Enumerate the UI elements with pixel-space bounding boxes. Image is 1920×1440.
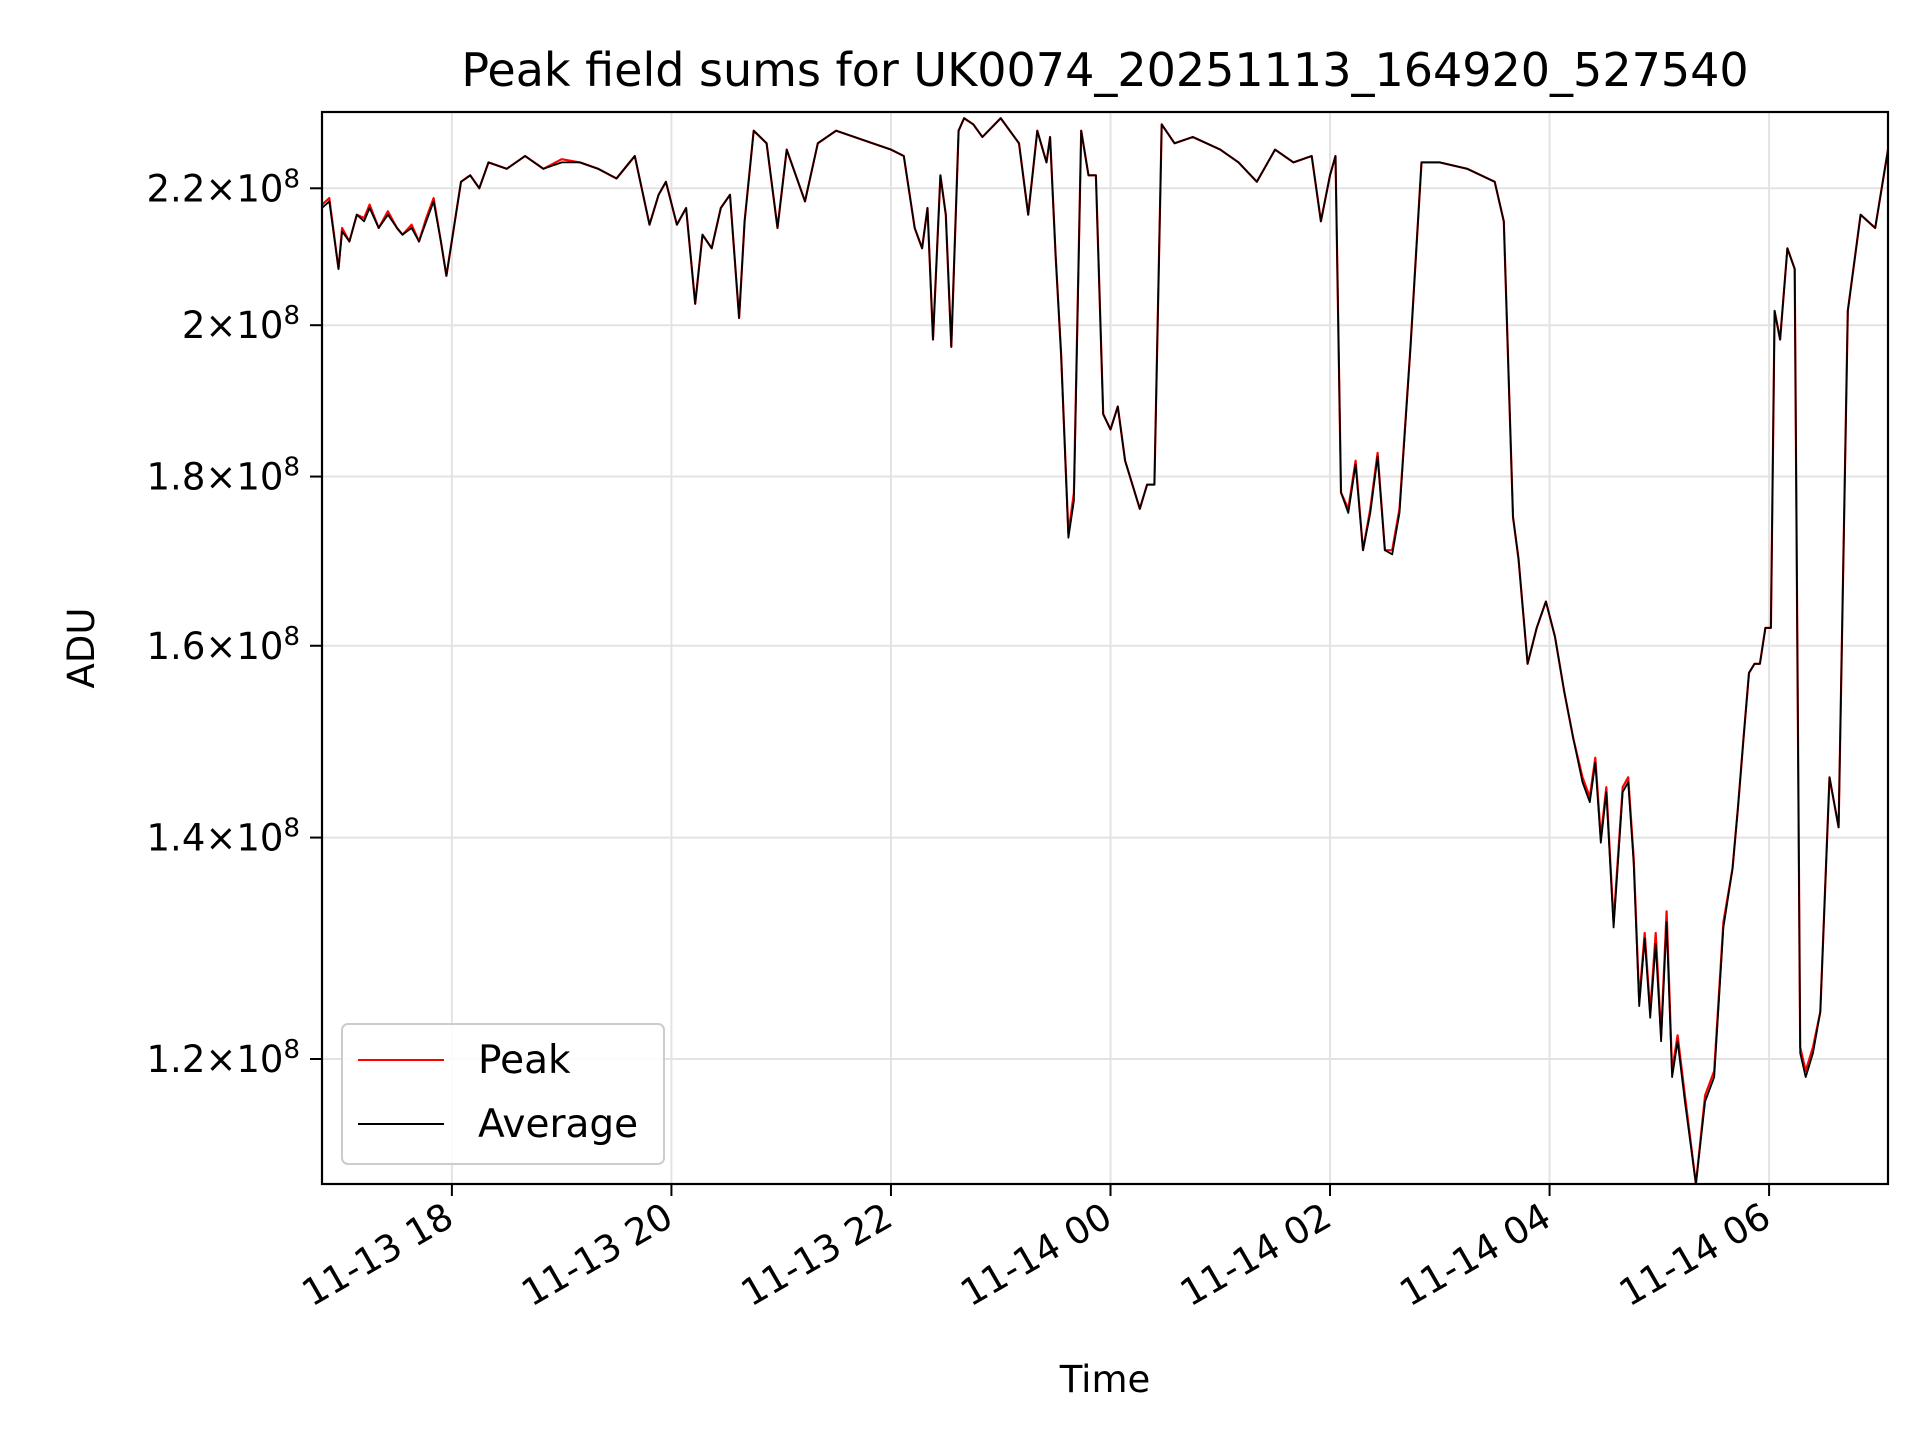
x-tick-label: 11-13 22 (734, 1195, 900, 1315)
plot-frame (320, 110, 1890, 1186)
y-tick-label: 1.8×108 (147, 453, 300, 499)
x-axis-label: Time (1059, 1358, 1151, 1401)
x-tick-label: 11-14 04 (1392, 1195, 1558, 1315)
legend-label-average: Average (478, 1102, 638, 1147)
y-tick-label: 2×108 (182, 301, 300, 347)
x-tick-label: 11-14 00 (953, 1195, 1119, 1315)
y-tick-label: 1.6×108 (147, 622, 300, 668)
x-tick-label: 11-13 18 (295, 1195, 461, 1315)
grid (322, 112, 1888, 1184)
series-line-average (322, 117, 1888, 1184)
y-tick-label: 2.2×108 (147, 164, 300, 210)
legend: Peak Average (341, 1023, 665, 1165)
x-tick-label: 11-14 06 (1612, 1195, 1778, 1315)
x-tick-label: 11-14 02 (1173, 1195, 1339, 1315)
chart-title: Peak field sums for UK0074_20251113_1649… (461, 43, 1748, 97)
y-tick-label: 1.2×108 (147, 1035, 300, 1081)
y-axis-label: ADU (60, 608, 103, 689)
legend-label-peak: Peak (478, 1038, 571, 1083)
x-tick-label: 11-13 20 (514, 1195, 680, 1315)
series-lines (322, 117, 1888, 1184)
axis-ticks (310, 187, 1771, 1196)
y-tick-label: 1.4×108 (147, 814, 300, 860)
